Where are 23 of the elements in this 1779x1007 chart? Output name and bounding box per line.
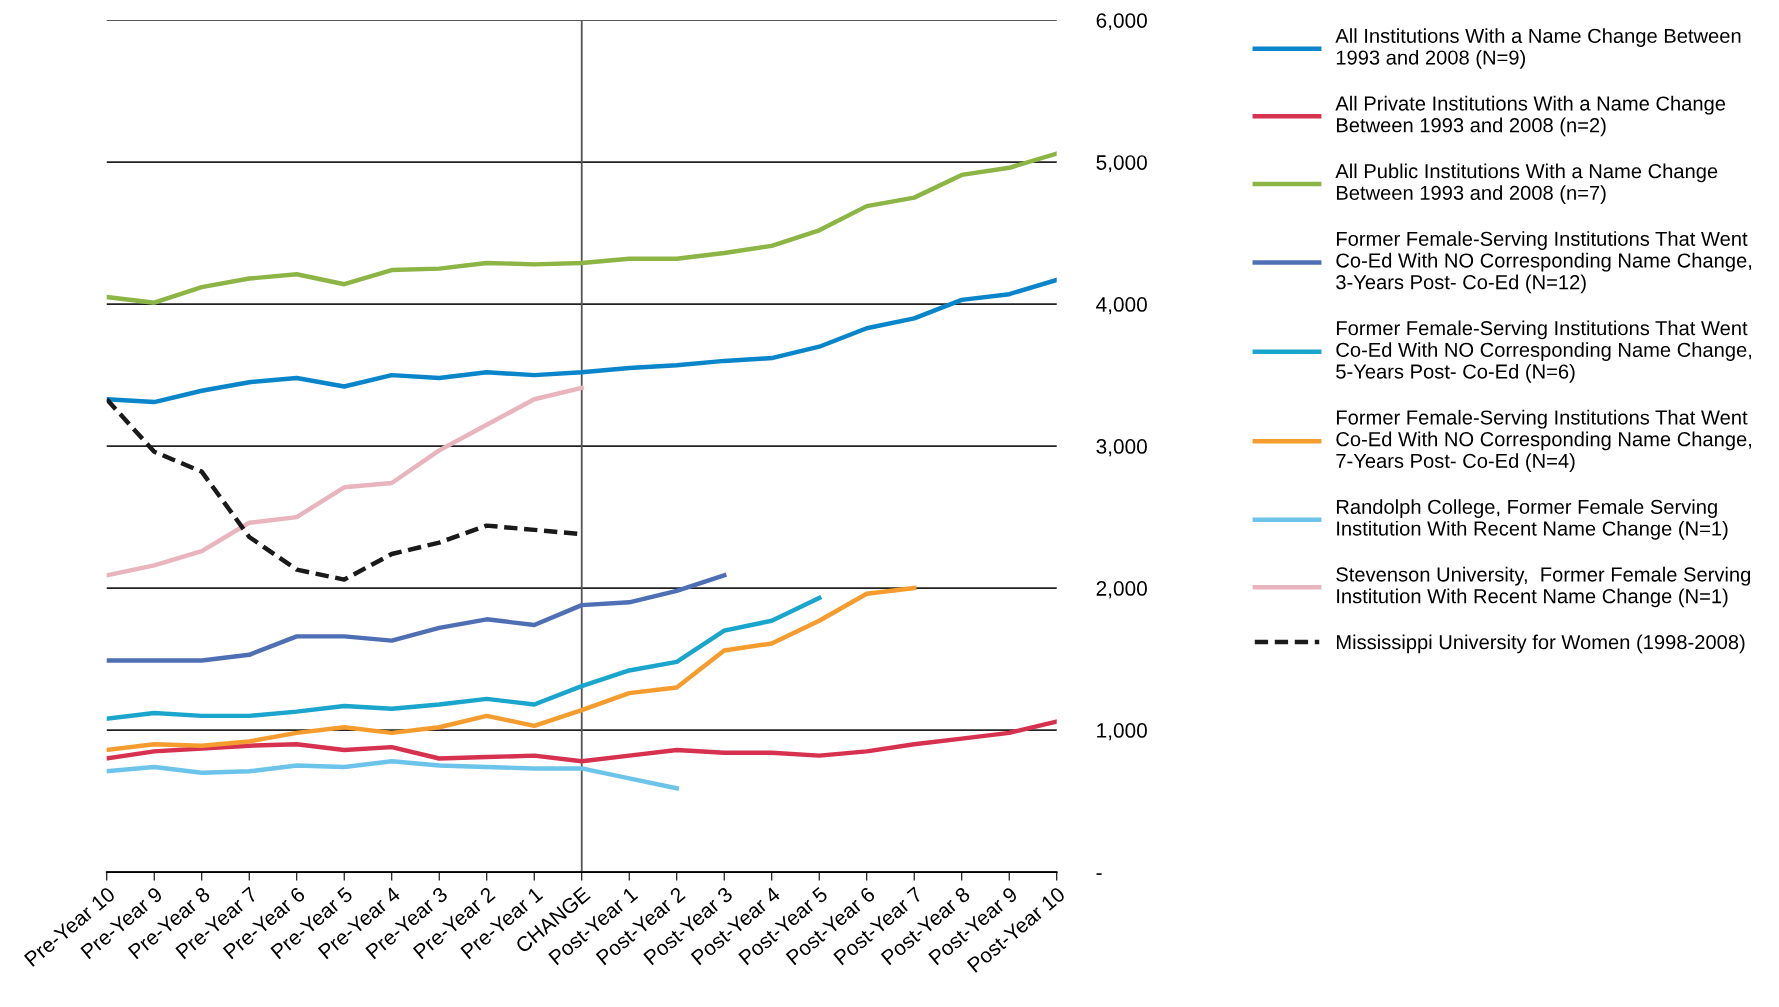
- line-series: [106, 719, 1057, 764]
- y-tick-label: 1,000: [1097, 723, 1147, 741]
- line-series: [106, 151, 1057, 305]
- line-series: [106, 573, 727, 663]
- y-tick-label: 3,000: [1096, 439, 1147, 457]
- y-tick-label: -: [1096, 873, 1102, 875]
- line-series: [106, 277, 1057, 405]
- y-tick-label: 5,000: [1096, 155, 1147, 173]
- legend-label: All Institutions With a Name Change Between 1993 and 2008 (N=9): [1335, 28, 1741, 69]
- legend-label: Former Female-Serving Institutions That Went Co-Ed With NO Corresponding Name Change, 3-Years Post- Co-Ed (N=12): [1336, 231, 1752, 294]
- y-tick-label: 6,000: [1096, 13, 1147, 31]
- line-series: [106, 759, 679, 791]
- line-series: [106, 585, 917, 753]
- legend-label: All Private Institutions With a Name Change Between 1993 and 2008 (n=2): [1335, 95, 1726, 137]
- legend-label: Mississippi University for Women (1998-2008): [1336, 634, 1745, 654]
- legend-label: Randolph College, Former Female Serving Institution With Recent Name Change (N=1): [1336, 499, 1728, 540]
- line-series: [106, 595, 822, 721]
- legend-label: Former Female-Serving Institutions That Went Co-Ed With NO Corresponding Name Change, 7-Years Post- Co-Ed (N=4): [1336, 409, 1752, 472]
- legend-label: All Public Institutions With a Name Change Between 1993 and 2008 (n=7): [1335, 163, 1718, 204]
- legend-label: Stevenson University, Former Female Serving Institution With Recent Name Change (N=1): [1336, 566, 1751, 608]
- legend-label: Former Female-Serving Institutions That Went Co-Ed With NO Corresponding Name Change, 5-Years Post- Co-Ed (N=6): [1336, 320, 1752, 383]
- y-tick-label: 2,000: [1096, 581, 1147, 599]
- y-tick-label: 4,000: [1096, 297, 1147, 315]
